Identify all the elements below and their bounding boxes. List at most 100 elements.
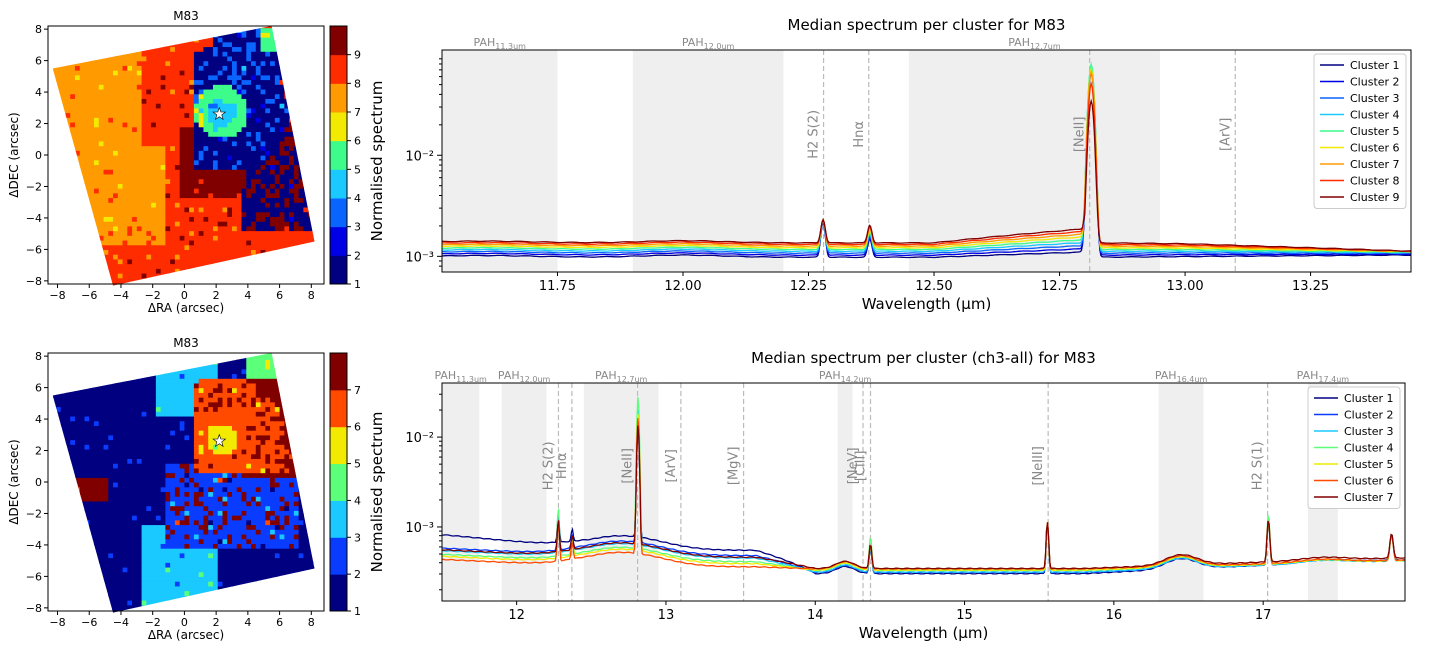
series-line-9 <box>442 98 1411 252</box>
series-group <box>442 396 1405 575</box>
x-tick-label: 4 <box>244 289 251 302</box>
pah-band <box>837 383 853 601</box>
legend-label: Cluster 9 <box>1350 191 1400 204</box>
colorbar-segment <box>330 426 347 465</box>
y-tick-label: −4 <box>26 539 42 552</box>
x-tick-label: −6 <box>81 289 97 302</box>
colorbar-segment <box>330 537 347 575</box>
x-axis-label: ΔRA (arcsec) <box>148 628 224 642</box>
line-label: [NeV] <box>846 447 861 484</box>
colorbar-segment <box>330 198 347 228</box>
x-tick-label: 12.50 <box>915 279 952 294</box>
legend-label: Cluster 3 <box>1344 425 1394 438</box>
x-tick-label: 2 <box>213 616 220 629</box>
y-axis-label: ΔDEC (arcsec) <box>7 439 21 524</box>
x-tick-label: 11.75 <box>539 279 576 294</box>
series-group <box>442 61 1411 259</box>
colorbar-tick-label: 5 <box>354 163 361 176</box>
y-axis-label: ΔDEC (arcsec) <box>7 112 21 197</box>
y-tick-label: −8 <box>26 275 42 288</box>
y-tick-label: 10⁻³ <box>405 250 434 265</box>
x-tick-label: 8 <box>308 616 315 629</box>
line-label: [ArV] <box>664 449 679 482</box>
colorbar-tick-label: 1 <box>354 605 361 618</box>
x-tick-label: −2 <box>145 616 161 629</box>
y-tick-label: 10⁻² <box>405 431 434 446</box>
colorbar-frame <box>329 25 348 285</box>
y-axis-label: Normalised spectrum <box>368 81 386 242</box>
y-tick-label: 6 <box>35 382 42 395</box>
legend-label: Cluster 7 <box>1344 491 1394 504</box>
legend-label: Cluster 3 <box>1350 92 1400 105</box>
pah-label: PAH11.3um <box>434 369 487 384</box>
y-tick-label: 4 <box>35 413 42 426</box>
series-line-3 <box>442 65 1411 255</box>
map-title: M83 <box>173 9 199 23</box>
colorbar-segment <box>330 574 347 612</box>
x-tick-label: 15 <box>956 608 973 623</box>
line-label: Hnα <box>555 453 570 480</box>
y-tick-label: 2 <box>35 445 42 458</box>
x-tick-label: 14 <box>807 608 824 623</box>
x-tick-label: 13.00 <box>1166 279 1203 294</box>
map-panel-2: M83 −8 −6 −4 −2 0 2 4 6 8 8 6 4 2 0 −2 −4 −6 −8 ΔRA (arcsec… <box>7 336 361 642</box>
y-tick-label: 4 <box>35 86 42 99</box>
y-tick-label: −2 <box>26 180 42 193</box>
legend-label: Cluster 6 <box>1350 142 1400 155</box>
pah-band <box>908 50 1160 272</box>
legend-label: Cluster 6 <box>1344 475 1394 488</box>
spectrum-panel-1: Median spectrum per cluster for M83 PAH11… <box>368 16 1412 313</box>
pah-label: PAH17.4um <box>1297 369 1350 384</box>
x-tick-label: 2 <box>213 289 220 302</box>
y-tick-label: −6 <box>26 570 42 583</box>
map-title: M83 <box>173 336 199 350</box>
colorbar-tick-label: 7 <box>354 384 361 397</box>
legend-label: Cluster 1 <box>1350 59 1400 72</box>
legend-label: Cluster 8 <box>1350 175 1400 188</box>
y-tick-label: 10⁻² <box>405 149 434 164</box>
colorbar-tick-label: 6 <box>354 421 361 434</box>
x-tick-label: 0 <box>181 289 188 302</box>
series-line-6 <box>442 66 1411 253</box>
x-tick-label: −6 <box>81 616 97 629</box>
legend-box <box>1307 386 1401 509</box>
colorbar-segment <box>330 83 347 113</box>
legend-label: Cluster 5 <box>1344 458 1394 471</box>
spectrum-frame <box>441 382 1406 602</box>
legend-label: Cluster 7 <box>1350 158 1400 171</box>
line-label: [NeII] <box>621 448 636 484</box>
line-label: [MgV] <box>727 447 742 486</box>
x-tick-label: 13 <box>658 608 675 623</box>
colorbar-segment <box>330 226 347 256</box>
x-tick-label: 6 <box>276 289 283 302</box>
y-tick-label: −6 <box>26 243 42 256</box>
x-axis-label: Wavelength (μm) <box>859 624 989 642</box>
colorbar-tick-label: 4 <box>354 494 361 507</box>
pah-label: PAH12.7um <box>595 369 648 384</box>
y-axis-label: Normalised spectrum <box>368 412 386 573</box>
x-tick-label: 8 <box>308 289 315 302</box>
x-tick-label: −8 <box>49 616 65 629</box>
colorbar-segment <box>330 112 347 142</box>
x-tick-label: −2 <box>145 289 161 302</box>
colorbar-tick-label: 9 <box>354 49 361 62</box>
x-tick-label: −4 <box>113 616 129 629</box>
series-line-8 <box>442 81 1411 252</box>
pah-label: PAH16.4um <box>1155 369 1208 384</box>
series-line-5 <box>442 414 1405 572</box>
y-tick-label: −2 <box>26 507 42 520</box>
line-label: H2 S(2) <box>807 110 822 159</box>
colorbar-tick-label: 1 <box>354 278 361 291</box>
colorbar-tick-label: 3 <box>354 531 361 544</box>
legend-label: Cluster 2 <box>1344 409 1394 422</box>
x-tick-label: 16 <box>1106 608 1123 623</box>
pah-band <box>501 383 547 601</box>
legend-label: Cluster 5 <box>1350 125 1400 138</box>
x-tick-label: 13.25 <box>1292 279 1329 294</box>
colorbar-segment <box>330 140 347 170</box>
pah-label: PAH14.2um <box>819 369 872 384</box>
line-label: H2 S(1) <box>1251 441 1266 490</box>
x-tick-label: −4 <box>113 289 129 302</box>
pah-band <box>442 50 558 272</box>
y-tick-label: 0 <box>35 476 42 489</box>
